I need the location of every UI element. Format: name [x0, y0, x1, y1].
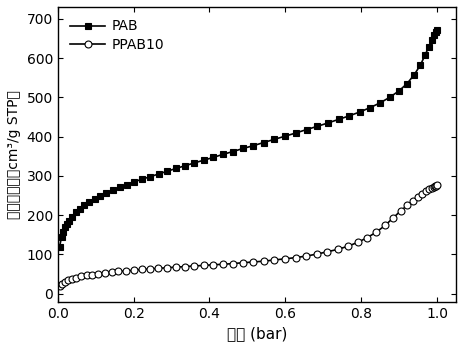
- Legend: PAB, PPAB10: PAB, PPAB10: [65, 14, 170, 57]
- PPAB10: [345, 244, 350, 248]
- PPAB10: [303, 254, 309, 258]
- PAB: [314, 124, 320, 128]
- PPAB10: [434, 183, 440, 188]
- PAB: [434, 27, 439, 32]
- PAB: [240, 146, 246, 150]
- PPAB10: [182, 264, 188, 269]
- PAB: [81, 203, 87, 207]
- PAB: [272, 137, 277, 141]
- Line: PAB: PAB: [57, 27, 439, 250]
- PPAB10: [272, 258, 277, 262]
- PAB: [261, 140, 267, 144]
- PPAB10: [57, 284, 63, 288]
- Line: PPAB10: PPAB10: [56, 182, 441, 290]
- PAB: [156, 172, 162, 176]
- PAB: [57, 245, 63, 249]
- PPAB10: [293, 255, 298, 260]
- PPAB10: [95, 272, 101, 276]
- X-axis label: 压力 (bar): 压力 (bar): [227, 326, 287, 341]
- Y-axis label: 氮气吸附量（cm³/g STP）: 氮气吸附量（cm³/g STP）: [7, 90, 21, 219]
